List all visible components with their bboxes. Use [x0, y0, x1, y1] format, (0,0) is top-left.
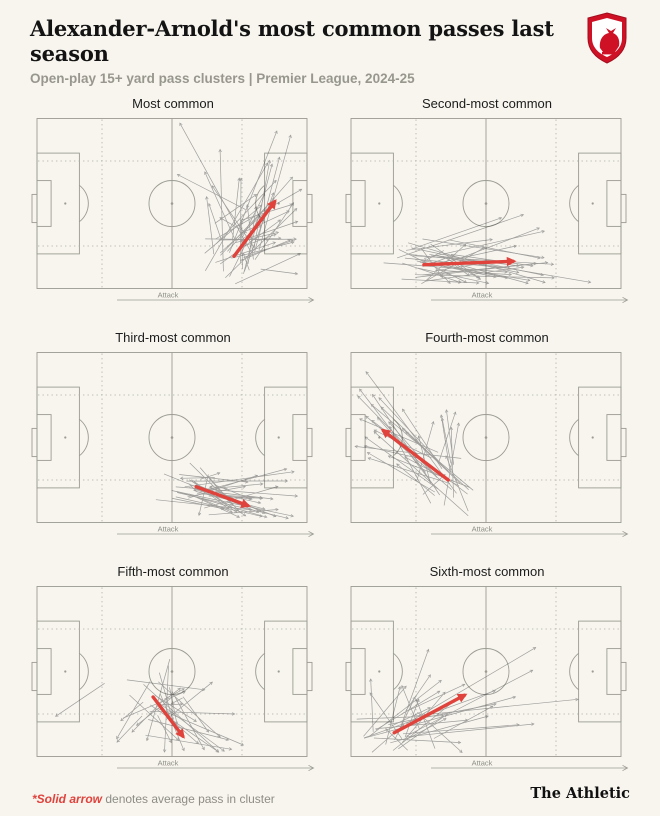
average-pass-arrow: [194, 485, 251, 508]
attack-label: Attack: [158, 525, 179, 534]
pitch-zone-gridlines: [38, 353, 306, 522]
attack-direction-arrow: Attack: [431, 291, 629, 304]
pitch-spots: [64, 436, 280, 439]
footnote-text: denotes average pass in cluster: [102, 792, 275, 806]
pitch-panel: Sixth-most common Attack: [342, 564, 632, 782]
pitch-zone-gridlines: [38, 119, 306, 288]
pitch-spots: [64, 670, 280, 673]
average-pass-arrow: [151, 695, 185, 739]
pass-lines: [155, 462, 299, 520]
pitch-panel: Fourth-most common Attack: [342, 330, 632, 548]
pitch-spots: [378, 670, 594, 673]
attack-label: Attack: [472, 759, 493, 768]
athletic-logo: The Athletic: [530, 785, 630, 802]
attack-direction-arrow: Attack: [117, 291, 315, 304]
header: Alexander-Arnold's most common passes la…: [0, 0, 660, 92]
pitch-panel: Fifth-most common Attack: [28, 564, 318, 782]
page-title: Alexander-Arnold's most common passes la…: [30, 16, 554, 66]
pitch-spots: [64, 202, 280, 205]
panel-title: Sixth-most common: [429, 564, 545, 579]
average-pass-arrow: [392, 693, 468, 735]
attack-label: Attack: [472, 291, 493, 300]
pass-lines: [356, 647, 579, 753]
attack-direction-arrow: Attack: [117, 525, 315, 538]
pitch-zone-gridlines: [352, 587, 620, 756]
average-pass-arrow: [232, 199, 277, 258]
liverpool-crest-icon: [584, 12, 630, 64]
pitch-outline: [31, 352, 313, 523]
attack-label: Attack: [158, 291, 179, 300]
pitch-outline: [345, 352, 627, 523]
pitch-zone-gridlines: [352, 119, 620, 288]
attack-label: Attack: [158, 759, 179, 768]
footnote: *Solid arrow denotes average pass in clu…: [0, 782, 660, 806]
pitch-svg: Attack: [345, 586, 629, 772]
pitch-spots: [378, 436, 594, 439]
average-pass-arrow: [380, 428, 450, 482]
pitch-svg: Attack: [345, 118, 629, 304]
pitch-svg: Attack: [31, 118, 315, 304]
attack-direction-arrow: Attack: [431, 525, 629, 538]
attack-label: Attack: [472, 525, 493, 534]
pitch-outline: [345, 118, 627, 289]
pitch-panel: Most common Attack: [28, 96, 318, 314]
pitch-zone-gridlines: [352, 353, 620, 522]
page-subtitle: Open-play 15+ yard pass clusters | Premi…: [30, 71, 415, 86]
pitch-grid: Most common Attack Second-most common: [0, 92, 660, 782]
average-pass-arrow: [422, 256, 517, 267]
pitch-outline: [345, 586, 627, 757]
pitch-svg: Attack: [345, 352, 629, 538]
panel-title: Most common: [132, 96, 214, 111]
panel-title: Second-most common: [421, 96, 553, 111]
pitch-zone-gridlines: [38, 587, 306, 756]
attack-direction-arrow: Attack: [431, 759, 629, 772]
panel-title: Fourth-most common: [425, 330, 549, 345]
pass-lines: [176, 122, 303, 285]
pitch-panel: Third-most common Attack: [28, 330, 318, 548]
pitch-panel: Second-most common Attack: [342, 96, 632, 314]
panel-title: Fifth-most common: [117, 564, 229, 579]
pass-lines: [354, 371, 474, 517]
pitch-spots: [378, 202, 594, 205]
pitch-svg: Attack: [31, 586, 315, 772]
panel-title: Third-most common: [115, 330, 231, 345]
footnote-emphasis: *Solid arrow: [32, 792, 103, 806]
pitch-svg: Attack: [31, 352, 315, 538]
attack-direction-arrow: Attack: [117, 759, 315, 772]
pass-lines: [383, 213, 592, 285]
